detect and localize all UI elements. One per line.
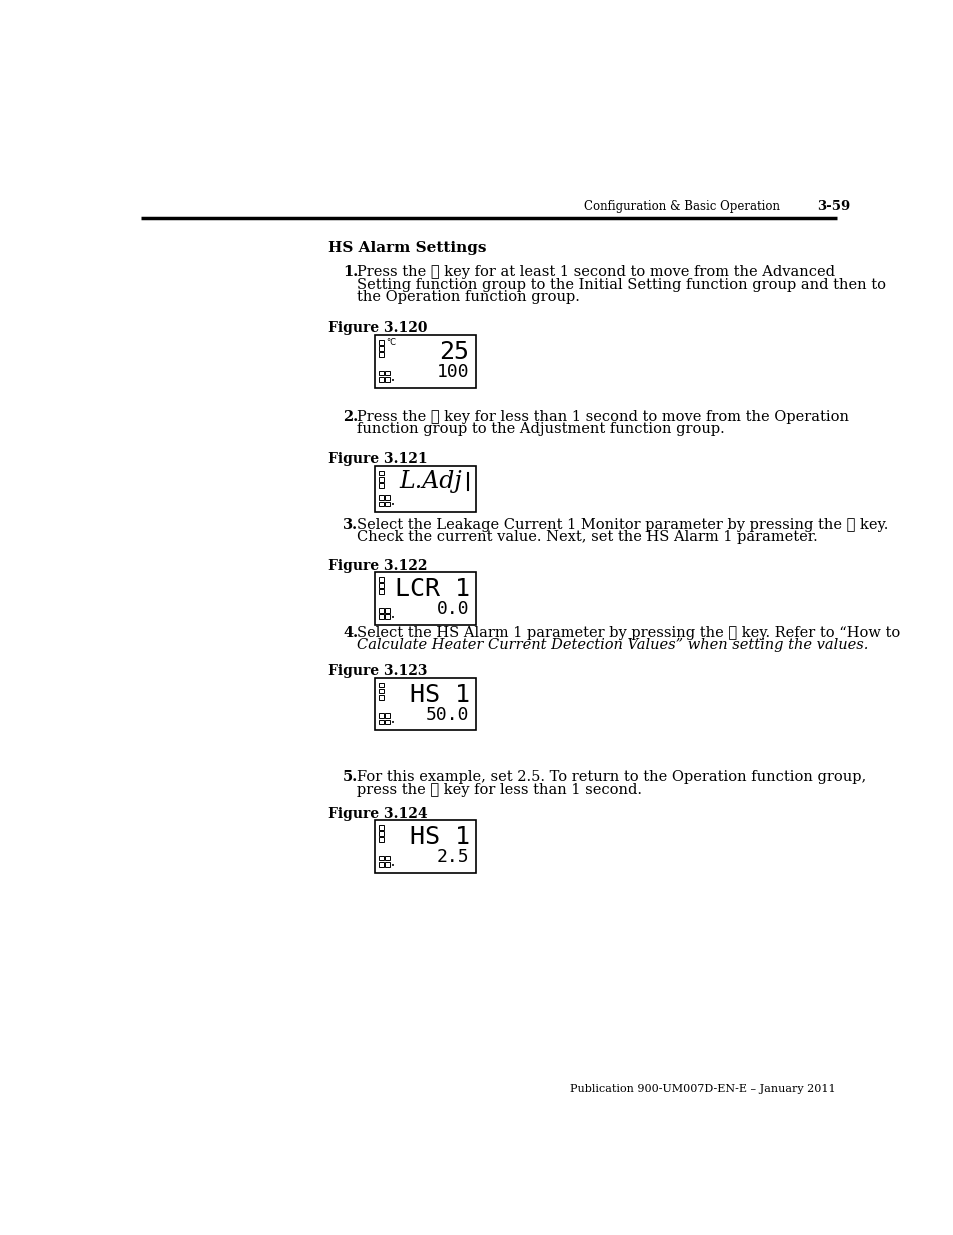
Text: Figure 3.120: Figure 3.120 bbox=[328, 321, 428, 336]
Bar bbox=[378, 683, 383, 687]
Text: L.Adj: L.Adj bbox=[398, 471, 461, 493]
Bar bbox=[385, 862, 390, 867]
Bar bbox=[378, 483, 383, 488]
Text: 2.: 2. bbox=[343, 410, 358, 424]
Bar bbox=[378, 346, 383, 351]
Bar bbox=[378, 340, 383, 345]
Text: 5.: 5. bbox=[343, 771, 358, 784]
Bar bbox=[385, 608, 390, 613]
Text: Select the Leakage Current 1 Monitor parameter by pressing the ⓢ key.: Select the Leakage Current 1 Monitor par… bbox=[356, 517, 887, 532]
Text: •: • bbox=[391, 503, 395, 509]
Bar bbox=[378, 856, 383, 861]
Bar bbox=[378, 689, 383, 693]
Bar bbox=[378, 583, 383, 588]
Bar bbox=[385, 370, 390, 375]
Text: Press the ⓞ key for at least 1 second to move from the Advanced: Press the ⓞ key for at least 1 second to… bbox=[356, 266, 834, 279]
Bar bbox=[378, 720, 383, 724]
Bar bbox=[378, 477, 383, 482]
Text: •: • bbox=[391, 378, 395, 384]
Bar bbox=[378, 352, 383, 357]
Text: °C: °C bbox=[385, 337, 395, 347]
Text: function group to the Adjustment function group.: function group to the Adjustment functio… bbox=[356, 422, 724, 436]
Text: 25: 25 bbox=[439, 341, 469, 364]
Bar bbox=[375, 336, 476, 388]
Bar bbox=[385, 501, 390, 506]
Bar bbox=[378, 837, 383, 842]
Bar bbox=[385, 495, 390, 500]
Text: 100: 100 bbox=[436, 363, 469, 382]
Text: 2.5: 2.5 bbox=[436, 848, 469, 867]
Text: Figure 3.121: Figure 3.121 bbox=[328, 452, 428, 467]
Text: For this example, set 2.5. To return to the Operation function group,: For this example, set 2.5. To return to … bbox=[356, 771, 865, 784]
Text: Configuration & Basic Operation: Configuration & Basic Operation bbox=[583, 200, 780, 214]
Bar bbox=[378, 589, 383, 594]
Bar bbox=[378, 695, 383, 699]
Text: LCR 1: LCR 1 bbox=[395, 578, 469, 601]
Bar bbox=[385, 714, 390, 718]
Bar bbox=[385, 720, 390, 724]
Text: Figure 3.124: Figure 3.124 bbox=[328, 806, 428, 820]
Text: Figure 3.122: Figure 3.122 bbox=[328, 558, 428, 573]
Text: HS 1: HS 1 bbox=[409, 683, 469, 706]
Text: HS 1: HS 1 bbox=[409, 825, 469, 850]
Bar bbox=[378, 501, 383, 506]
Text: 0.0: 0.0 bbox=[436, 600, 469, 619]
Text: •: • bbox=[391, 720, 395, 726]
Bar bbox=[378, 862, 383, 867]
Bar bbox=[385, 377, 390, 382]
Bar bbox=[375, 573, 476, 625]
Bar bbox=[378, 370, 383, 375]
Text: Publication 900-UM007D-EN-E – January 2011: Publication 900-UM007D-EN-E – January 20… bbox=[569, 1084, 835, 1094]
Bar bbox=[375, 678, 476, 730]
Bar bbox=[378, 825, 383, 830]
Bar bbox=[378, 377, 383, 382]
Text: 1.: 1. bbox=[343, 266, 358, 279]
Text: Check the current value. Next, set the HS Alarm 1 parameter.: Check the current value. Next, set the H… bbox=[356, 530, 817, 545]
Text: •: • bbox=[391, 615, 395, 621]
Bar bbox=[378, 714, 383, 718]
Text: 4.: 4. bbox=[343, 626, 358, 640]
Bar bbox=[378, 577, 383, 582]
Text: •: • bbox=[391, 863, 395, 869]
Text: the Operation function group.: the Operation function group. bbox=[356, 290, 579, 304]
Bar bbox=[385, 856, 390, 861]
Text: 3.: 3. bbox=[343, 517, 358, 532]
Text: Calculate Heater Current Detection Values” when setting the values.: Calculate Heater Current Detection Value… bbox=[356, 638, 867, 652]
Text: Select the HS Alarm 1 parameter by pressing the ⓢ key. Refer to “How to: Select the HS Alarm 1 parameter by press… bbox=[356, 626, 900, 640]
Text: 3-59: 3-59 bbox=[816, 200, 849, 214]
Text: Figure 3.123: Figure 3.123 bbox=[328, 664, 428, 678]
Bar bbox=[378, 471, 383, 475]
Text: Press the ⓞ key for less than 1 second to move from the Operation: Press the ⓞ key for less than 1 second t… bbox=[356, 410, 848, 424]
Bar bbox=[378, 831, 383, 836]
Bar bbox=[378, 608, 383, 613]
Bar bbox=[378, 614, 383, 619]
Text: Setting function group to the Initial Setting function group and then to: Setting function group to the Initial Se… bbox=[356, 278, 885, 291]
Bar bbox=[378, 495, 383, 500]
Bar bbox=[375, 466, 476, 513]
Text: press the ⓞ key for less than 1 second.: press the ⓞ key for less than 1 second. bbox=[356, 783, 641, 797]
Bar bbox=[385, 614, 390, 619]
Bar bbox=[375, 820, 476, 873]
Text: 50.0: 50.0 bbox=[426, 706, 469, 724]
Text: HS Alarm Settings: HS Alarm Settings bbox=[328, 241, 486, 254]
